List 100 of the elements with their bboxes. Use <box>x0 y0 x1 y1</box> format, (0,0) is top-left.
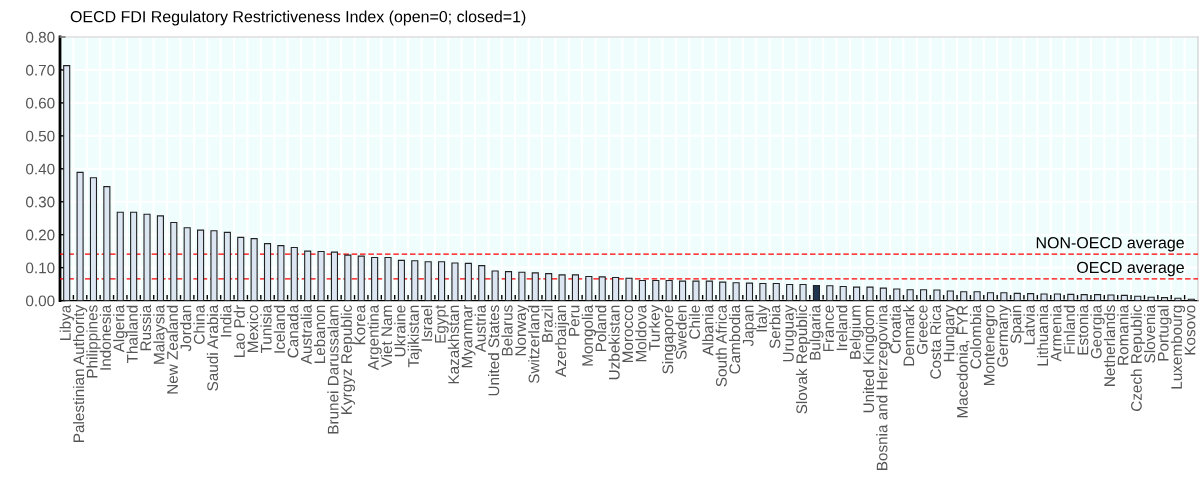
x-tick-label: Bulgaria <box>809 304 824 360</box>
x-tick-label: Morocco <box>622 305 634 363</box>
bar <box>250 238 258 301</box>
bar <box>1147 296 1155 301</box>
y-tick-label: 0.80 <box>26 31 55 43</box>
x-tick-label: Kosovo <box>1184 305 1196 355</box>
bar <box>183 227 191 301</box>
x-tick-label: Russia <box>139 304 152 351</box>
x-tick-label: Tajikistan <box>407 305 422 368</box>
x-tick-label: Hungary <box>943 304 958 362</box>
x-tick-label: Brazil <box>541 305 553 342</box>
bar <box>839 285 847 301</box>
bar <box>625 277 633 301</box>
x-tick-label: Latvia <box>1023 304 1035 345</box>
x-tick-label: Malaysia <box>153 304 168 364</box>
x-tick-label: Greece <box>916 305 928 355</box>
bar <box>464 262 472 301</box>
bar <box>397 259 405 301</box>
x-tick-label: New Zealand <box>166 305 178 394</box>
x-tick-label: Georgia <box>1090 304 1105 359</box>
x-tick-label: Canada <box>287 304 299 358</box>
x-tick-label: Romania <box>1117 304 1129 365</box>
x-tick-label: Azerbaijan <box>554 305 570 377</box>
bar <box>893 288 901 301</box>
x-tick-label: Netherlands <box>1103 305 1116 386</box>
bar <box>585 275 593 301</box>
x-tick-label: Egypt <box>435 304 449 343</box>
x-tick-label: Australia <box>300 304 312 365</box>
x-tick-label: France <box>823 305 834 352</box>
y-tick-label: 0.70 <box>26 64 55 76</box>
bar <box>76 171 84 301</box>
bar <box>946 290 954 301</box>
x-tick-label: Tunisia <box>260 304 272 354</box>
x-tick-label: Finland <box>1063 305 1075 354</box>
bar <box>692 280 700 301</box>
bar <box>705 280 713 301</box>
x-tick-label: Slovak Republic <box>795 305 811 414</box>
bar <box>411 260 419 301</box>
x-tick-label: Brunei Darussalam <box>327 305 339 434</box>
bar <box>116 211 124 301</box>
bar <box>598 276 606 301</box>
bar <box>919 289 928 301</box>
bar <box>1080 294 1088 301</box>
x-tick-label: Viet Nam <box>380 305 393 368</box>
y-tick-label: 0.30 <box>26 196 55 208</box>
x-tick-label: Peru <box>568 305 580 336</box>
x-tick-label: Argentina <box>367 304 382 371</box>
x-tick-label: Poland <box>595 305 607 352</box>
bar <box>531 272 539 301</box>
x-tick-label: Austria <box>474 304 486 353</box>
bar <box>545 273 553 301</box>
x-tick-label: Luxembourg <box>1170 305 1186 389</box>
x-tick-label: Portugal <box>1157 305 1172 361</box>
x-tick-label: Israel <box>421 305 433 341</box>
bar <box>156 215 164 301</box>
x-tick-label: Italy <box>755 304 770 332</box>
bar <box>277 245 285 301</box>
bar <box>317 250 325 301</box>
x-tick-label: Myanmar <box>461 305 476 368</box>
x-tick-label: United Kingdom <box>862 305 878 413</box>
x-tick-label: Korea <box>354 304 366 345</box>
x-tick-label: Armenia <box>1050 304 1062 362</box>
bar <box>437 261 446 301</box>
bar <box>799 283 807 301</box>
x-tick-label: Slovenia <box>1144 304 1156 363</box>
bar <box>678 280 687 301</box>
x-tick-label: Czech Republic <box>1130 305 1145 411</box>
x-tick-label: Denmark <box>903 304 915 366</box>
x-tick-label: Belgium <box>849 305 864 359</box>
bar <box>853 286 861 301</box>
bar <box>866 286 874 301</box>
x-tick-label: Iceland <box>273 305 286 353</box>
x-tick-label: Macedonia, FYR <box>956 305 970 418</box>
x-tick-label: India <box>220 304 232 337</box>
x-tick-label: United States <box>488 305 500 396</box>
bar <box>879 287 887 301</box>
x-tick-label: Algeria <box>113 304 128 353</box>
bar <box>772 282 780 301</box>
x-tick-label: Kyrgyz Republic <box>340 305 355 414</box>
bar <box>170 221 178 301</box>
bar <box>973 291 981 301</box>
y-tick-label: 0.40 <box>26 163 55 175</box>
bar <box>612 276 620 301</box>
x-tick-label: Ukraine <box>394 305 406 357</box>
x-tick-label: Thailand <box>126 305 138 364</box>
bar <box>1000 292 1008 301</box>
bar <box>263 243 272 301</box>
bar <box>638 279 646 301</box>
bar <box>826 285 834 301</box>
x-tick-label: Sweden <box>675 305 687 360</box>
bar <box>210 230 218 301</box>
bar <box>103 186 111 301</box>
x-tick-label: Japan <box>742 305 757 347</box>
bar <box>504 271 513 301</box>
x-tick-label: Saudi Arabia <box>206 304 219 391</box>
x-tick-label: Mexico <box>247 305 259 352</box>
bar <box>304 250 312 301</box>
x-tick-label: Norway <box>515 304 530 356</box>
x-tick-label: Uruguay <box>783 304 797 362</box>
bar <box>652 279 660 301</box>
